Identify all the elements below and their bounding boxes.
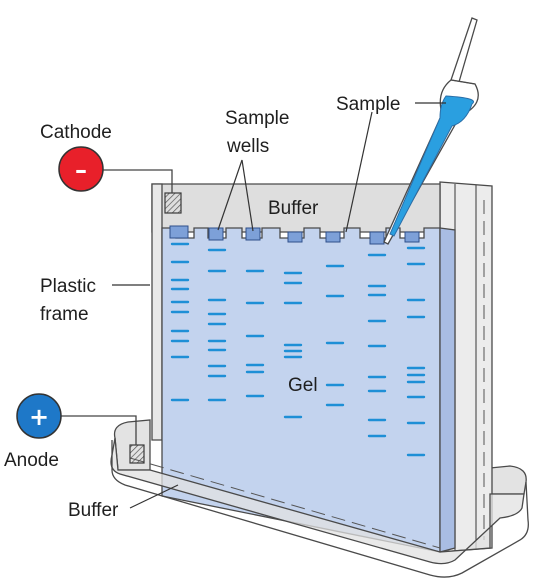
leader-lines: [112, 102, 446, 509]
minus-circle-icon: [58, 146, 104, 192]
anode-label: Anode: [4, 450, 59, 471]
gel-label: Gel: [288, 375, 318, 396]
buffer-top-label: Buffer: [268, 198, 319, 219]
cathode-terminal: –: [58, 146, 104, 192]
anode-symbol: +: [29, 403, 49, 431]
sample-wells-label-line2: wells: [226, 136, 269, 157]
anode-terminal: +: [16, 393, 62, 439]
well: [287, 231, 303, 243]
well: [325, 231, 341, 243]
cathode-symbol: –: [75, 156, 87, 184]
anode-electrode: [129, 444, 145, 464]
gel-bands: [170, 242, 426, 457]
sample-label: Sample: [336, 94, 400, 115]
plastic-frame-label-line1: Plastic: [40, 276, 96, 297]
cathode-electrode: [164, 192, 182, 214]
plus-circle-icon: [16, 393, 62, 439]
well: [169, 225, 189, 239]
anode-wire: [60, 415, 137, 445]
well: [369, 231, 385, 245]
cathode-label: Cathode: [40, 122, 112, 143]
pipette-icon: [383, 17, 479, 245]
plastic-frame-label-line2: frame: [40, 304, 89, 325]
well: [404, 231, 420, 243]
well: [208, 227, 224, 241]
sample-wells-label-line1: Sample: [225, 108, 289, 129]
sample-wells: [169, 225, 420, 245]
buffer-bottom-label: Buffer: [68, 500, 119, 521]
cathode-wire: [100, 169, 173, 193]
buffer-tray-front: [110, 437, 529, 578]
gel-slab: [161, 225, 456, 553]
